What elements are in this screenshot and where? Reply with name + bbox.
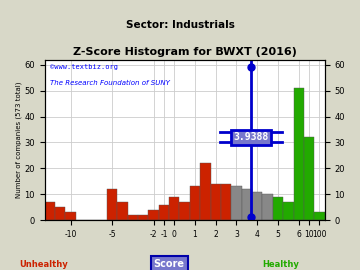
Title: Z-Score Histogram for BWXT (2016): Z-Score Histogram for BWXT (2016) — [73, 48, 297, 58]
Bar — [117, 202, 127, 220]
Bar — [211, 184, 221, 220]
Bar — [148, 210, 159, 220]
Bar — [283, 202, 293, 220]
Bar — [200, 163, 211, 220]
Bar — [66, 212, 76, 220]
Text: Healthy: Healthy — [262, 260, 299, 269]
Bar — [55, 207, 66, 220]
Bar — [304, 137, 314, 220]
Bar — [231, 186, 242, 220]
Text: Score: Score — [154, 259, 185, 269]
Text: ©www.textbiz.org: ©www.textbiz.org — [50, 64, 118, 70]
Bar — [190, 186, 200, 220]
Bar — [314, 212, 325, 220]
Bar — [252, 192, 262, 220]
Bar — [242, 189, 252, 220]
Y-axis label: Number of companies (573 total): Number of companies (573 total) — [15, 82, 22, 198]
Bar — [273, 197, 283, 220]
Text: 3.9388: 3.9388 — [233, 132, 269, 142]
Bar — [138, 215, 148, 220]
Bar — [293, 88, 304, 220]
Bar — [107, 189, 117, 220]
Bar — [221, 184, 231, 220]
Text: Unhealthy: Unhealthy — [19, 260, 68, 269]
Bar — [127, 215, 138, 220]
Bar — [169, 197, 179, 220]
Bar — [159, 205, 169, 220]
Text: The Research Foundation of SUNY: The Research Foundation of SUNY — [50, 80, 170, 86]
Bar — [179, 202, 190, 220]
Bar — [262, 194, 273, 220]
Text: Sector: Industrials: Sector: Industrials — [126, 20, 234, 30]
Bar — [45, 202, 55, 220]
